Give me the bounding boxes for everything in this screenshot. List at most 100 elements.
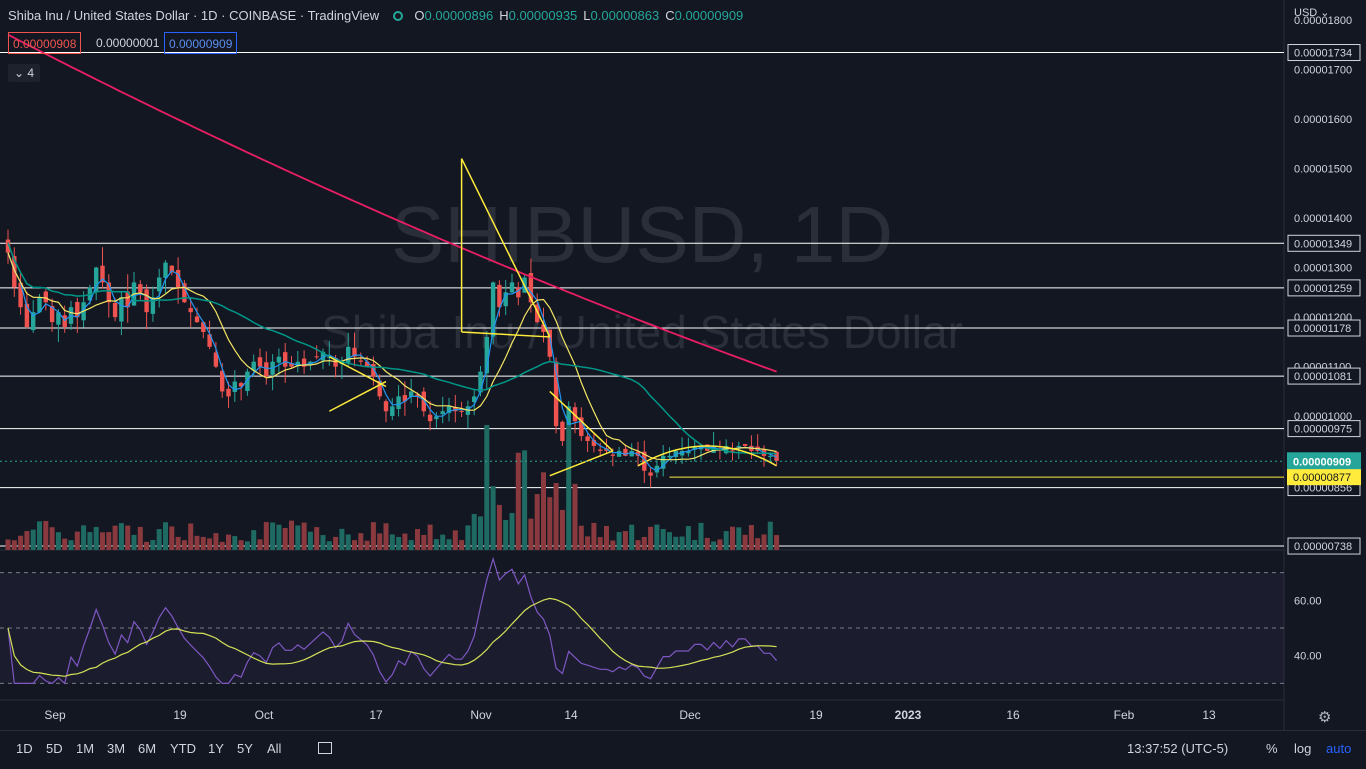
chevron-down-icon: ⌄: [14, 66, 25, 80]
candle-body: [112, 302, 118, 318]
candle-body: [560, 421, 565, 441]
volume-bar: [566, 425, 572, 550]
candle-body: [730, 450, 735, 452]
candle-body: [31, 312, 36, 331]
level-tag: [1287, 367, 1361, 385]
candle-body: [75, 302, 80, 318]
volume-bar: [257, 539, 263, 550]
level-tag: [1287, 537, 1361, 555]
timeframe-1m[interactable]: 1M: [76, 741, 95, 756]
volume-bar: [578, 525, 584, 550]
volume-bar: [169, 526, 175, 550]
volume-bar: [30, 529, 36, 550]
volume-bar: [276, 524, 282, 550]
timeframe-3m[interactable]: 3M: [107, 741, 126, 756]
candle-body: [125, 291, 130, 308]
timeframe-1y[interactable]: 1Y: [208, 741, 224, 756]
gear-icon[interactable]: ⚙: [1318, 709, 1332, 726]
volume-bar: [685, 526, 691, 550]
volume-bar: [572, 483, 578, 550]
price-chart[interactable]: SHIBUSD, 1D Shiba Inu / United States Dol…: [0, 0, 1366, 730]
volume-bar: [37, 521, 42, 550]
volume-bar: [270, 522, 276, 550]
chevron-down-icon: ⌄: [1320, 7, 1330, 19]
level-tag: [1287, 44, 1361, 62]
volume-bar: [629, 524, 635, 550]
triangle-base-line: [461, 331, 550, 338]
candle-body: [692, 445, 697, 450]
level-tag: [1287, 234, 1361, 252]
candle-body: [138, 284, 143, 293]
volume-bar: [194, 535, 200, 550]
volume-bar: [125, 525, 131, 550]
candle-body: [509, 282, 515, 293]
volume-bar: [156, 529, 162, 550]
timeframe-ytd[interactable]: YTD: [170, 741, 196, 756]
log-scale-button[interactable]: log: [1294, 741, 1312, 756]
candle-body: [610, 454, 615, 456]
candle-body: [43, 291, 48, 303]
level-tag: [1287, 279, 1361, 297]
volume-bar: [667, 532, 672, 550]
price-tick-label: 0.00001600: [1294, 114, 1352, 126]
volume-bar: [774, 535, 780, 550]
auto-scale-button[interactable]: auto: [1326, 741, 1352, 756]
volume-bar: [408, 540, 414, 550]
currency-selector[interactable]: USD ⌄: [1294, 6, 1330, 19]
volume-bar: [289, 520, 294, 550]
candle-body: [333, 357, 338, 367]
volume-bar: [748, 525, 754, 550]
candle-body: [396, 396, 401, 410]
highlight-level-label: 0.00000877: [1293, 472, 1351, 484]
watermark-symbol: SHIBUSD, 1D: [391, 190, 893, 279]
ohlc-key: C: [665, 8, 675, 23]
timeframe-5y[interactable]: 5Y: [237, 741, 253, 756]
volume-bar: [68, 540, 74, 550]
volume-bar: [553, 483, 559, 550]
time-tick-label: 19: [809, 708, 823, 722]
volume-bar: [49, 527, 55, 550]
candle-body: [276, 356, 282, 363]
sell-price-button[interactable]: 0.00000908: [8, 32, 82, 54]
volume-bar: [459, 540, 465, 550]
volume-bar: [377, 533, 383, 550]
time-tick-label: 17: [369, 708, 383, 722]
candle-body: [226, 388, 231, 397]
candle-body: [623, 448, 628, 456]
timeframe-6m[interactable]: 6M: [138, 741, 157, 756]
volume-bar: [100, 532, 105, 550]
volume-bar: [767, 521, 773, 550]
candle-body: [484, 336, 489, 374]
volume-bar: [591, 522, 597, 550]
buy-price-button[interactable]: 0.00000909: [164, 32, 238, 54]
triangle-upper-line: [460, 158, 551, 338]
candle-body: [295, 361, 300, 367]
candle-body: [440, 411, 445, 415]
volume-bar: [263, 522, 269, 550]
candle-body: [478, 371, 483, 393]
calendar-icon[interactable]: [318, 742, 332, 754]
candle-body: [56, 312, 61, 325]
volume-bar: [219, 541, 225, 550]
volume-bar: [616, 532, 622, 550]
candle-body: [371, 364, 376, 377]
currency-label: USD: [1294, 7, 1318, 19]
candle-body: [220, 370, 225, 392]
volume-bar: [528, 518, 534, 550]
timeframe-1d[interactable]: 1D: [16, 741, 33, 756]
indicators-toggle[interactable]: ⌄ 4: [8, 64, 41, 82]
candle-body: [390, 406, 395, 416]
volume-bar: [370, 522, 376, 550]
rounded-top-arc: [637, 445, 777, 467]
percent-scale-button[interactable]: %: [1266, 741, 1278, 756]
volume-bar: [93, 527, 99, 550]
price-tick-label: 0.00001500: [1294, 163, 1352, 175]
price-tick-label: 0.00001800: [1294, 15, 1352, 27]
volume-bar: [496, 504, 502, 550]
timeframe-all[interactable]: All: [267, 741, 282, 756]
candle-body: [49, 306, 55, 323]
symbol-title[interactable]: Shiba Inu / United States Dollar · 1D · …: [8, 8, 380, 23]
timeframe-5d[interactable]: 5D: [46, 741, 63, 756]
indicators-count: 4: [27, 66, 35, 80]
highlight-level-tag: [1287, 469, 1361, 486]
